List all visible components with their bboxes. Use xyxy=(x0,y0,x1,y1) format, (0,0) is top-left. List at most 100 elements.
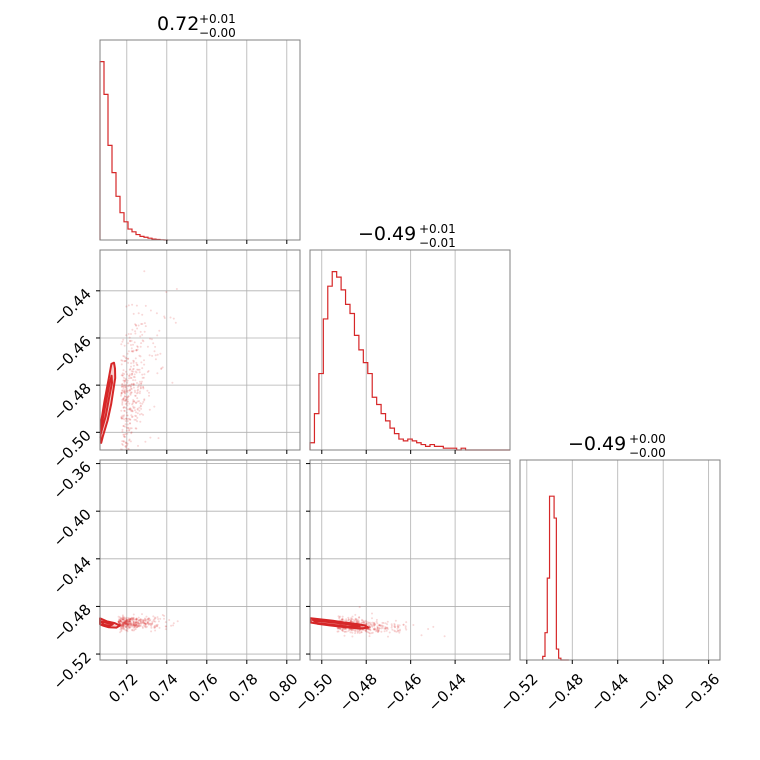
panel-p3-p1-scatter-point-232 xyxy=(124,621,127,624)
panel-p3-p1-scatter-point-30 xyxy=(154,620,157,623)
panel-p3-p1-scatter-point-363 xyxy=(117,615,120,618)
title-p1-minus: −0.00 xyxy=(199,26,236,40)
panel-p2-p1-scatter-point-280 xyxy=(130,391,133,394)
panel-p3-p2-scatter-point-155 xyxy=(351,635,354,638)
panel-p3-p2-scatter-point-7 xyxy=(373,624,376,627)
panel-p3-p1-scatter-point-341 xyxy=(122,621,125,623)
panel-p3-p1-scatter-point-237 xyxy=(143,622,146,625)
panel-p3-p1-scatter-point-68 xyxy=(144,622,147,625)
panel-p3-p1-scatter-point-303 xyxy=(151,620,154,623)
panel-p2-p1-scatter-point-241 xyxy=(142,376,145,379)
panel-p3-p2-scatter-point-214 xyxy=(366,621,368,623)
panel-p2-p1-scatter-point-173 xyxy=(126,400,129,403)
panel-p2-p1-scatter-point-186 xyxy=(120,343,123,346)
panel-p3-p2-scatter-point-158 xyxy=(351,631,354,634)
panel-p2-p1-scatter-point-300 xyxy=(121,383,124,386)
panel-p3-p1-scatter-point-248 xyxy=(120,628,123,631)
title-p3-minus: −0.00 xyxy=(629,446,666,460)
panel-p2-p1-scatter-point-86 xyxy=(124,399,127,402)
panel-p2-p1-scatter-point-154 xyxy=(140,361,143,364)
panel-p3-p2-scatter-point-408 xyxy=(373,628,376,631)
panel-p3-p1-ytick-label-1: −0.40 xyxy=(50,505,95,550)
panel-p2-p1-scatter-point-397 xyxy=(146,371,149,373)
panel-p2-p1-scatter-point-24 xyxy=(130,387,133,390)
panel-p2-p1-scatter-point-16 xyxy=(126,381,129,384)
panel-p2-p1-scatter-point-313 xyxy=(123,425,126,428)
panel-p3-p2-scatter-point-223 xyxy=(377,630,380,633)
panel-p3-p1-scatter-point-355 xyxy=(141,627,144,629)
panel-p2-p1-scatter-point-337 xyxy=(136,345,139,348)
panel-p3-p1-scatter-point-372 xyxy=(136,622,138,624)
panel-p2-p1-scatter-point-354 xyxy=(128,429,130,432)
panel-p3-p1-scatter-point-319 xyxy=(121,624,124,627)
panel-p2-p1-scatter-point-118 xyxy=(134,379,137,382)
panel-p3-p1-scatter-point-348 xyxy=(119,621,121,624)
panel-p2-p1-scatter-point-388 xyxy=(139,390,141,393)
panel-p2-p1-scatter-point-319 xyxy=(126,373,129,376)
panel-p3-p2-scatter-point-200 xyxy=(374,628,377,631)
panel-p3-p2-scatter-point-5 xyxy=(345,628,347,631)
panel-p3-p1-scatter-point-162 xyxy=(123,621,126,624)
panel-p3-p1-scatter-point-147 xyxy=(129,618,132,621)
panel-p3-p2-scatter-point-50 xyxy=(370,624,373,627)
panel-p2-p1-scatter-point-52 xyxy=(121,428,124,431)
panel-p3-p1-scatter-point-81 xyxy=(163,617,165,620)
panel-p2-p1-scatter-point-338 xyxy=(129,339,131,342)
panel-p3-p1-scatter-point-25 xyxy=(152,615,155,618)
panel-p3-p2-scatter-point-48 xyxy=(378,624,381,627)
panel-p3-p1-scatter-point-305 xyxy=(123,621,126,624)
panel-p3-p1-scatter-point-104 xyxy=(126,620,129,623)
panel-p2-p1-scatter-point-169 xyxy=(121,403,124,406)
panel-p2-p1-scatter-point-250 xyxy=(137,324,140,327)
panel-p2-p1-scatter-point-123 xyxy=(132,407,135,409)
panel-p2-p1-scatter-point-42 xyxy=(141,313,144,316)
panel-p3-p2-scatter-point-407 xyxy=(353,629,356,632)
panel-p3-p1-scatter-point-266 xyxy=(122,626,125,628)
panel-p3-p1-scatter-point-34 xyxy=(137,622,140,625)
panel-p3-p1-scatter-point-250 xyxy=(121,621,123,624)
panel-p3-p1-scatter-point-79 xyxy=(144,619,147,622)
panel-p3-p2-scatter-point-17 xyxy=(387,635,389,638)
panel-p3-p2-scatter-point-78 xyxy=(374,623,377,626)
panel-p2-p1-scatter-point-226 xyxy=(158,329,161,332)
panel-p2-p1-scatter-point-51 xyxy=(121,383,124,386)
panel-p3-p1-scatter-point-350 xyxy=(143,622,146,625)
panel-p2-p1-scatter-point-111 xyxy=(122,415,125,418)
panel-p2-p1-scatter-point-84 xyxy=(130,370,133,373)
panel-p2-p1-scatter-point-344 xyxy=(148,354,151,357)
panel-p3-p1-scatter-point-169 xyxy=(122,617,125,620)
panel-p2-p1-scatter-point-116 xyxy=(125,402,128,405)
panel-p3-p1-scatter-point-376 xyxy=(121,621,124,624)
panel-p3-p2-scatter-point-406 xyxy=(381,625,383,628)
panel-p2-p1-scatter-point-419 xyxy=(126,400,129,403)
panel-p2-p1-scatter-point-278 xyxy=(125,334,128,337)
panel-p3-p2-scatter-point-364 xyxy=(377,629,380,632)
panel-p2-p1-scatter-point-94 xyxy=(124,385,126,388)
panel-p3-p1-scatter-point-200 xyxy=(156,625,159,628)
panel-p2-p1-scatter-point-133 xyxy=(127,357,130,360)
panel-p3-p1-scatter-point-85 xyxy=(125,620,128,623)
hist-p1-line xyxy=(99,61,168,241)
panel-p3-p1-scatter-point-270 xyxy=(143,622,145,625)
panel-p2-p1-scatter-point-325 xyxy=(132,364,135,367)
panel-p2-p1-scatter-point-259 xyxy=(126,396,129,399)
panel-p3-p1-scatter-point-157 xyxy=(153,626,156,629)
panel-p3-p1-scatter-point-317 xyxy=(132,620,135,623)
panel-p2-p1-scatter-point-50 xyxy=(169,316,172,319)
panel-p3-p2-scatter-point-224 xyxy=(337,627,340,630)
panel-p3-p1-scatter-point-99 xyxy=(122,627,125,630)
panel-p3-p2-scatter-point-195 xyxy=(384,626,387,629)
panel-p3-p1-scatter-point-281 xyxy=(129,618,132,621)
panel-p2-p1-scatter-point-177 xyxy=(123,406,126,409)
panel-p3-p2-scatter-point-228 xyxy=(375,618,378,621)
panel-p3-p1-scatter-point-64 xyxy=(117,621,120,624)
panel-p2-p1-scatter-point-381 xyxy=(136,391,139,394)
panel-p2-p1-scatter-point-332 xyxy=(154,345,157,348)
panel-p3-p1-scatter-point-275 xyxy=(132,613,135,616)
panel-p3-p1-scatter-point-150 xyxy=(137,624,140,627)
panel-p3-p2-scatter-point-213 xyxy=(396,625,399,628)
panel-p2-p1-scatter-point-228 xyxy=(141,402,144,405)
panel-p3-p2-scatter-point-160 xyxy=(386,626,389,629)
panel-p3-p1-scatter-point-378 xyxy=(154,625,157,628)
panel-p3-p1-scatter-point-192 xyxy=(123,628,126,631)
